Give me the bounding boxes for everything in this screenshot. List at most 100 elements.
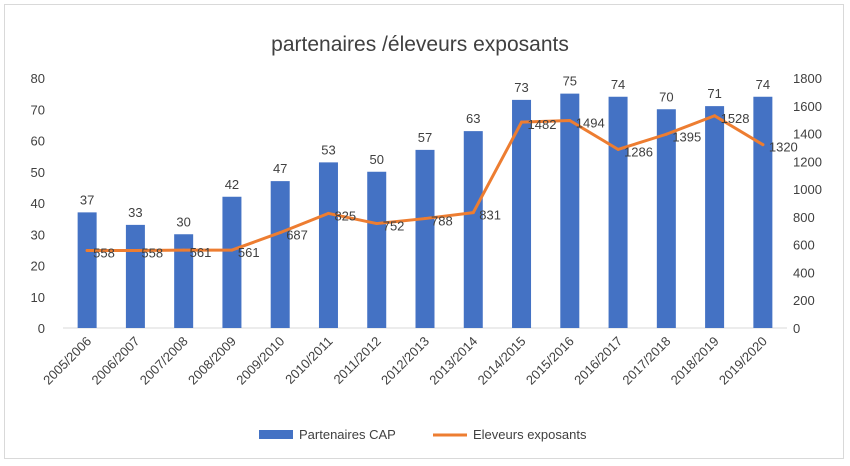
y-right-axis: 0 200 400 600 800 1000 1200 1400 1600 1800 [793,71,822,336]
line-point [616,147,620,151]
x-tick-label: 2019/2020 [716,334,770,388]
line-data-label: 558 [93,246,115,261]
x-tick-label: 2012/2013 [378,334,432,388]
line-point [713,114,717,118]
y-left-tick-label: 60 [31,134,45,149]
y-left-tick-label: 40 [31,196,45,211]
line-data-labels: 558 558 561 561 687 825 752 788 831 1482 1494 1286 1… [93,111,798,261]
line-data-label: 687 [286,228,308,243]
bar-data-labels: 37 33 30 42 47 53 50 57 63 73 75 74 70 71 74 [80,74,770,230]
x-axis: 2005/20062006/20072007/20082008/20092009… [40,334,770,388]
bar [77,212,97,328]
y-left-tick-label: 20 [31,259,45,274]
bar [270,181,290,328]
x-tick-label: 2008/2009 [185,334,239,388]
bar [753,96,773,328]
legend-swatch-partenaires [259,430,293,439]
legend-label-partenaires: Partenaires CAP [299,427,396,442]
bar-data-label: 63 [466,111,480,126]
x-tick-label: 2017/2018 [619,334,673,388]
line-point [133,249,137,252]
bar-data-label: 30 [176,214,190,229]
bar-data-label: 73 [514,80,528,95]
line-data-label: 752 [383,219,405,234]
bar [608,96,628,328]
bar [367,171,387,328]
y-right-tick-label: 1200 [793,154,822,169]
chart-title: partenaires /éleveurs exposants [271,33,569,56]
bar [560,93,580,328]
bar [463,131,483,328]
line-data-label: 1395 [672,129,701,144]
bar [705,106,725,328]
y-left-tick-label: 0 [38,321,45,336]
y-right-tick-label: 600 [793,238,815,253]
bar-data-label: 33 [128,205,142,220]
y-right-tick-label: 400 [793,265,815,280]
y-right-tick-label: 800 [793,210,815,225]
line-point [520,120,524,124]
bar [174,234,194,328]
x-tick-label: 2013/2014 [426,334,480,388]
line-point [230,248,234,252]
line-point [423,217,427,221]
line-point [664,132,668,136]
line-data-label: 1482 [528,117,557,132]
bar [512,99,532,328]
bar-data-label: 53 [321,142,335,157]
line-point [761,143,765,147]
legend-label-eleveurs: Eleveurs exposants [473,427,587,442]
bar-data-label: 37 [80,192,94,207]
x-tick-label: 2007/2008 [137,334,191,388]
line-data-label: 561 [238,245,260,260]
bar-series [77,93,773,328]
chart-frame: partenaires /éleveurs exposants 0 10 20 30 4… [4,4,844,459]
x-tick-label: 2009/2010 [233,334,287,388]
line-data-label: 825 [334,208,356,223]
y-right-tick-label: 200 [793,293,815,308]
line-data-label: 831 [479,208,501,223]
line-data-label: 788 [431,214,453,229]
combo-chart: partenaires /éleveurs exposants 0 10 20 30 4… [31,33,822,442]
y-right-tick-label: 1400 [793,127,822,142]
x-tick-label: 2014/2015 [475,334,529,388]
bar-data-label: 74 [756,77,770,92]
y-right-tick-label: 0 [793,321,800,336]
bar-data-label: 42 [225,177,239,192]
x-tick-label: 2006/2007 [88,334,142,388]
line-point [471,211,475,215]
line-data-label: 1494 [576,116,605,131]
line-point [375,222,379,226]
bar-data-label: 71 [707,86,721,101]
bar-data-label: 50 [369,152,383,167]
bar-data-label: 47 [273,161,287,176]
bar [222,196,242,328]
y-right-tick-label: 1000 [793,182,822,197]
y-left-tick-label: 70 [31,102,45,117]
y-right-tick-label: 1800 [793,71,822,86]
line-data-label: 1320 [769,140,798,155]
bar [415,149,435,328]
bar [656,109,676,328]
y-left-tick-label: 10 [31,290,45,305]
x-tick-label: 2005/2006 [40,334,94,388]
bar-data-label: 57 [418,130,432,145]
x-tick-label: 2016/2017 [571,334,625,388]
line-point [326,211,330,215]
line-point [85,249,89,252]
y-left-axis: 0 10 20 30 40 50 60 70 80 [31,71,45,336]
x-tick-label: 2018/2019 [668,334,722,388]
bar-data-label: 70 [659,89,673,104]
line-data-label: 561 [190,245,212,260]
y-left-tick-label: 30 [31,227,45,242]
legend: Partenaires CAP Eleveurs exposants [259,427,587,442]
x-tick-label: 2011/2012 [330,334,383,387]
x-tick-label: 2010/2011 [282,334,335,387]
line-point [568,119,572,122]
line-data-label: 1286 [624,144,653,159]
bar-data-label: 75 [563,74,577,89]
bar [318,162,338,328]
line-data-label: 1528 [721,111,750,126]
y-left-tick-label: 50 [31,165,45,180]
bar-data-label: 74 [611,77,625,92]
